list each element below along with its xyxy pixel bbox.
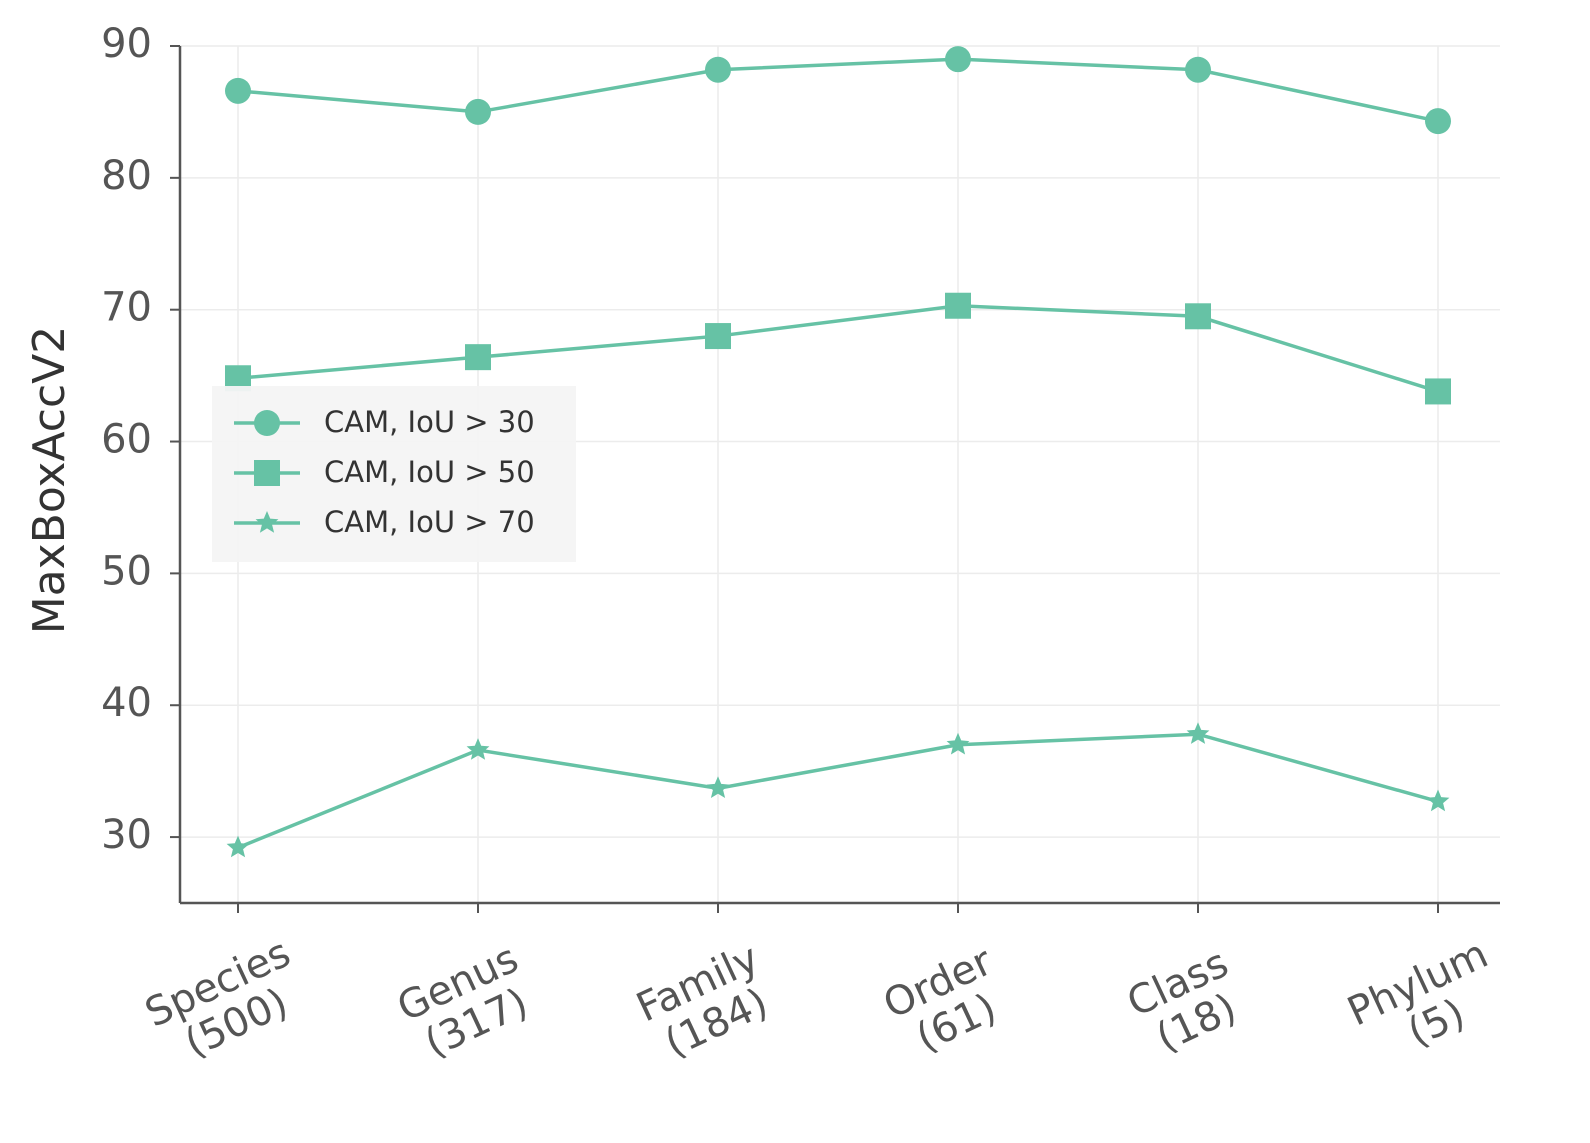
- x-tick-label: Phylum(5): [1341, 931, 1514, 1075]
- marker: [1425, 378, 1451, 405]
- y-tick-label: 90: [101, 21, 152, 67]
- marker: [945, 292, 971, 319]
- legend-label: CAM, IoU > 30: [324, 405, 535, 439]
- marker: [946, 732, 970, 755]
- y-axis-label: MaxBoxAccV2: [24, 326, 75, 635]
- marker: [1426, 789, 1450, 812]
- marker: [705, 56, 731, 83]
- legend-label: CAM, IoU > 70: [324, 505, 535, 539]
- marker: [706, 776, 730, 798]
- y-tick-label: 60: [101, 417, 152, 463]
- marker: [225, 77, 251, 104]
- series-line: [237, 57, 1439, 123]
- marker: [226, 835, 250, 858]
- marker: [465, 98, 491, 125]
- marker: [1185, 303, 1211, 330]
- marker: [945, 46, 971, 73]
- x-tick-label: Class(18): [1120, 940, 1253, 1066]
- marker: [1186, 722, 1210, 744]
- series-line: [237, 303, 1439, 394]
- legend-label: CAM, IoU > 50: [324, 455, 535, 489]
- x-tick-label: Order(61): [877, 938, 1019, 1068]
- series-line: [237, 732, 1439, 850]
- x-tick-label: Species(500): [138, 930, 316, 1077]
- y-tick-label: 50: [101, 548, 152, 594]
- y-tick-label: 30: [101, 812, 152, 858]
- marker: [254, 460, 280, 486]
- marker: [465, 344, 491, 371]
- marker: [466, 738, 490, 760]
- y-tick-label: 70: [101, 285, 152, 331]
- x-tick-label: Genus(317): [391, 936, 544, 1071]
- x-tick-label: Family(184): [630, 935, 785, 1071]
- y-tick-label: 40: [101, 680, 152, 726]
- marker: [255, 511, 279, 533]
- marker: [254, 410, 280, 436]
- y-tick-label: 80: [101, 153, 152, 199]
- marker: [1425, 108, 1451, 135]
- marker: [1185, 56, 1211, 83]
- marker: [705, 323, 731, 350]
